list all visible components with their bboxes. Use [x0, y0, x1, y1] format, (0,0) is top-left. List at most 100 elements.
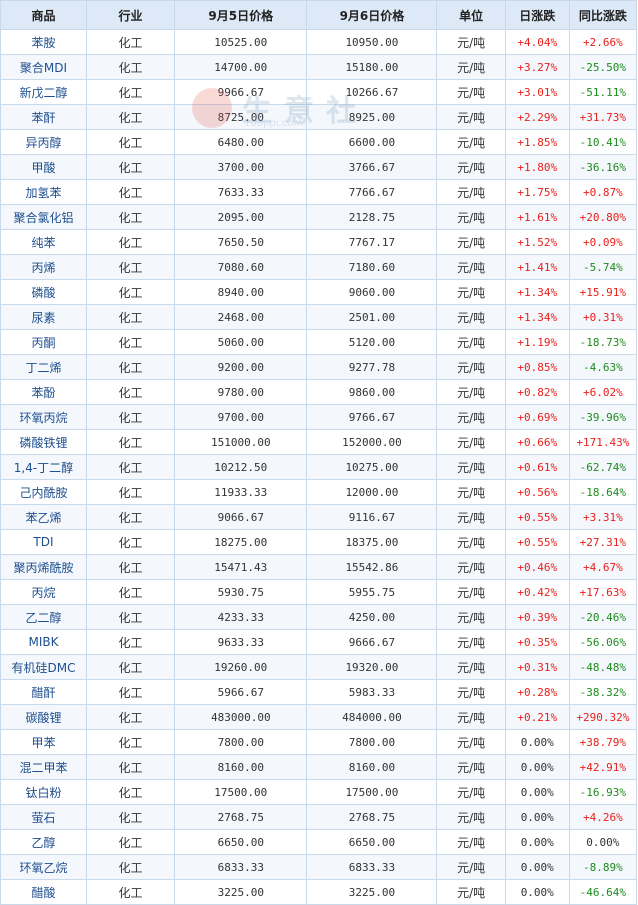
commodity-link[interactable]: 苯乙烯	[0, 504, 87, 530]
day-change-cell: +0.21%	[504, 704, 570, 730]
commodity-link[interactable]: 甲苯	[0, 729, 87, 755]
industry-cell: 化工	[85, 254, 176, 280]
commodity-link[interactable]: 有机硅DMC	[0, 654, 87, 680]
commodity-link[interactable]: 丙烯	[0, 254, 87, 280]
price-sep5-cell: 8725.00	[174, 104, 308, 130]
commodity-link[interactable]: TDI	[0, 529, 87, 555]
table-row: 己内酰胺 化工 11933.33 12000.00 元/吨 +0.56% -18.64%	[0, 479, 638, 505]
table-row: 苯酐 化工 8725.00 8925.00 元/吨 +2.29% +31.73%	[0, 104, 638, 130]
unit-cell: 元/吨	[436, 754, 506, 780]
day-change-cell: +0.56%	[504, 479, 570, 505]
commodity-link[interactable]: 丙酮	[0, 329, 87, 355]
commodity-link[interactable]: 聚丙烯酰胺	[0, 554, 87, 580]
unit-cell: 元/吨	[436, 154, 506, 180]
table-row: MIBK 化工 9633.33 9666.67 元/吨 +0.35% -56.06%	[0, 629, 638, 655]
commodity-link[interactable]: 聚合氯化铝	[0, 204, 87, 230]
industry-cell: 化工	[85, 729, 176, 755]
yoy-change-cell: +2.66%	[568, 29, 638, 55]
industry-cell: 化工	[85, 704, 176, 730]
price-sep6-cell: 7767.17	[306, 229, 438, 255]
industry-cell: 化工	[85, 654, 176, 680]
price-sep6-cell: 3225.00	[306, 879, 438, 905]
commodity-link[interactable]: 丙烷	[0, 579, 87, 605]
day-change-cell: +1.85%	[504, 129, 570, 155]
commodity-link[interactable]: 己内酰胺	[0, 479, 87, 505]
industry-cell: 化工	[85, 579, 176, 605]
commodity-link[interactable]: 尿素	[0, 304, 87, 330]
commodity-link[interactable]: 甲酸	[0, 154, 87, 180]
commodity-link[interactable]: 混二甲苯	[0, 754, 87, 780]
industry-cell: 化工	[85, 554, 176, 580]
yoy-change-cell: +27.31%	[568, 529, 638, 555]
yoy-change-cell: -16.93%	[568, 779, 638, 805]
unit-cell: 元/吨	[436, 254, 506, 280]
day-change-cell: +2.29%	[504, 104, 570, 130]
price-sep6-cell: 4250.00	[306, 604, 438, 630]
unit-cell: 元/吨	[436, 554, 506, 580]
commodity-link[interactable]: 纯苯	[0, 229, 87, 255]
commodity-link[interactable]: 碳酸锂	[0, 704, 87, 730]
commodity-link[interactable]: 异丙醇	[0, 129, 87, 155]
commodity-link[interactable]: 乙二醇	[0, 604, 87, 630]
commodity-link[interactable]: 新戊二醇	[0, 79, 87, 105]
price-sep5-cell: 2768.75	[174, 804, 308, 830]
unit-cell: 元/吨	[436, 629, 506, 655]
commodity-link[interactable]: 苯酚	[0, 379, 87, 405]
price-sep6-cell: 8925.00	[306, 104, 438, 130]
commodity-link[interactable]: 磷酸	[0, 279, 87, 305]
table-row: 苯乙烯 化工 9066.67 9116.67 元/吨 +0.55% +3.31%	[0, 504, 638, 530]
unit-cell: 元/吨	[436, 379, 506, 405]
day-change-cell: +0.69%	[504, 404, 570, 430]
unit-cell: 元/吨	[436, 604, 506, 630]
commodity-link[interactable]: 醋酸	[0, 879, 87, 905]
yoy-change-cell: -51.11%	[568, 79, 638, 105]
table-row: 乙醇 化工 6650.00 6650.00 元/吨 0.00% 0.00%	[0, 829, 638, 855]
yoy-change-cell: -5.74%	[568, 254, 638, 280]
price-sep5-cell: 7633.33	[174, 179, 308, 205]
industry-cell: 化工	[85, 304, 176, 330]
table-row: 丁二烯 化工 9200.00 9277.78 元/吨 +0.85% -4.63%	[0, 354, 638, 380]
commodity-link[interactable]: 丁二烯	[0, 354, 87, 380]
day-change-cell: +0.66%	[504, 429, 570, 455]
commodity-link[interactable]: 环氧乙烷	[0, 854, 87, 880]
day-change-cell: 0.00%	[504, 804, 570, 830]
day-change-cell: +0.82%	[504, 379, 570, 405]
industry-cell: 化工	[85, 129, 176, 155]
commodity-link[interactable]: 聚合MDI	[0, 54, 87, 80]
price-sep6-cell: 10950.00	[306, 29, 438, 55]
yoy-change-cell: +20.80%	[568, 204, 638, 230]
commodity-link[interactable]: 苯胺	[0, 29, 87, 55]
industry-cell: 化工	[85, 829, 176, 855]
commodity-link[interactable]: 1,4-丁二醇	[0, 454, 87, 480]
price-sep5-cell: 6650.00	[174, 829, 308, 855]
price-sep6-cell: 6833.33	[306, 854, 438, 880]
yoy-change-cell: -56.06%	[568, 629, 638, 655]
commodity-link[interactable]: 加氢苯	[0, 179, 87, 205]
unit-cell: 元/吨	[436, 704, 506, 730]
commodity-link[interactable]: 磷酸铁锂	[0, 429, 87, 455]
price-sep6-cell: 9666.67	[306, 629, 438, 655]
yoy-change-cell: -36.16%	[568, 154, 638, 180]
commodity-link[interactable]: 乙醇	[0, 829, 87, 855]
header-unit: 单位	[436, 0, 506, 30]
yoy-change-cell: -8.89%	[568, 854, 638, 880]
day-change-cell: +0.28%	[504, 679, 570, 705]
commodity-link[interactable]: 钛白粉	[0, 779, 87, 805]
commodity-link[interactable]: 萤石	[0, 804, 87, 830]
unit-cell: 元/吨	[436, 229, 506, 255]
price-sep5-cell: 9700.00	[174, 404, 308, 430]
industry-cell: 化工	[85, 454, 176, 480]
price-sep6-cell: 484000.00	[306, 704, 438, 730]
commodity-link[interactable]: 醋酐	[0, 679, 87, 705]
industry-cell: 化工	[85, 604, 176, 630]
day-change-cell: +1.52%	[504, 229, 570, 255]
unit-cell: 元/吨	[436, 504, 506, 530]
price-sep6-cell: 15180.00	[306, 54, 438, 80]
yoy-change-cell: -48.48%	[568, 654, 638, 680]
price-sep5-cell: 9780.00	[174, 379, 308, 405]
commodity-link[interactable]: 苯酐	[0, 104, 87, 130]
commodity-link[interactable]: MIBK	[0, 629, 87, 655]
unit-cell: 元/吨	[436, 529, 506, 555]
commodity-link[interactable]: 环氧丙烷	[0, 404, 87, 430]
yoy-change-cell: -25.50%	[568, 54, 638, 80]
